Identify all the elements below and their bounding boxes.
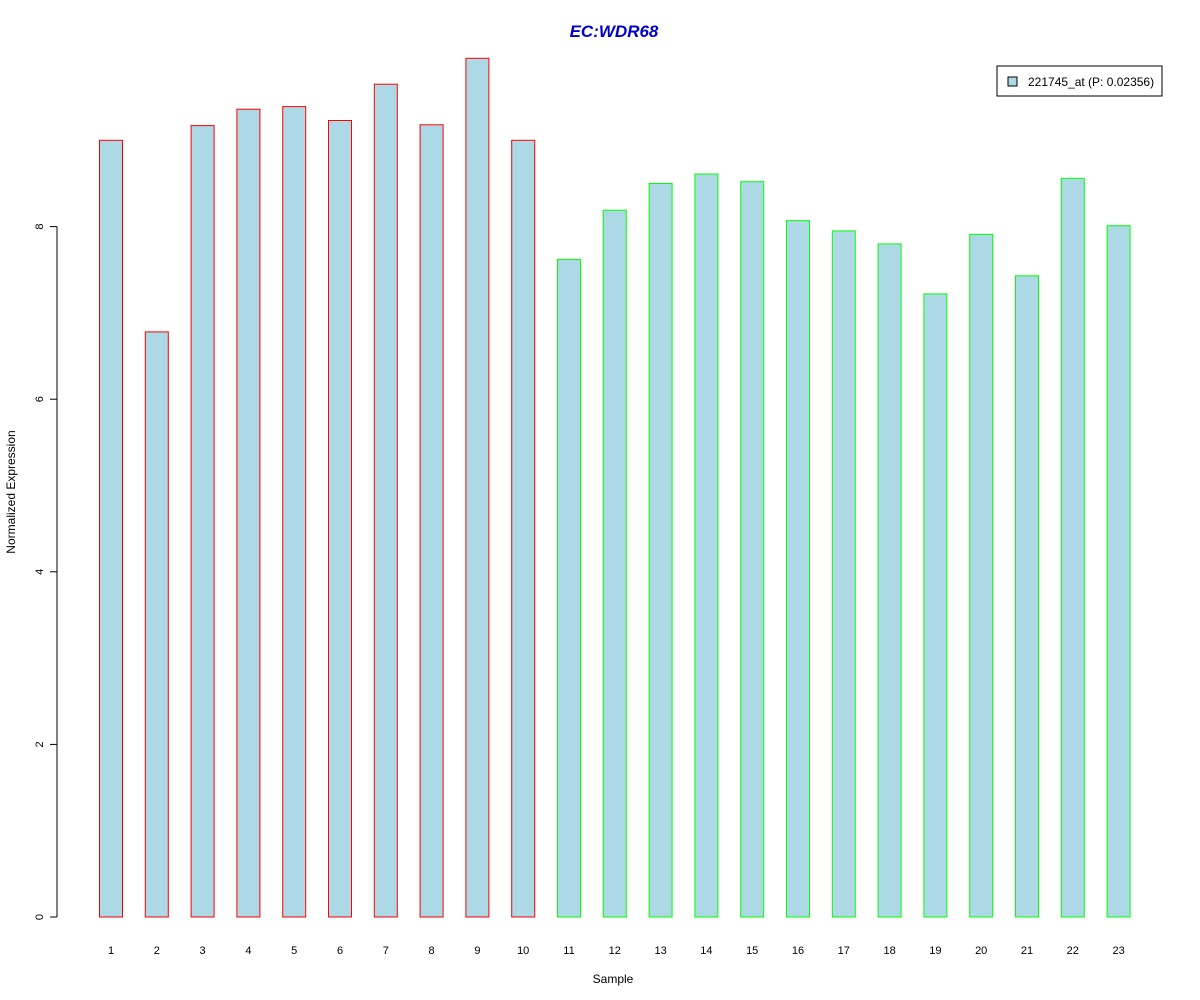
bar-sample-2 xyxy=(144,331,169,918)
x-tick-label: 18 xyxy=(883,945,895,957)
bar-sample-18 xyxy=(877,243,902,918)
y-tick-label: 8 xyxy=(34,224,46,230)
y-axis-label: Normalized Expression xyxy=(4,430,18,553)
bar-sample-9 xyxy=(465,57,490,918)
x-tick-label: 9 xyxy=(474,945,480,957)
x-tick-label: 23 xyxy=(1112,945,1124,957)
x-tick-labels: 1 2 3 4 5 6 7 8 9 10 11 12 13 14 15 16 17 18 19 20 21 22 23 xyxy=(108,945,1125,957)
x-axis-label: Sample xyxy=(593,972,634,986)
bar-sample-4 xyxy=(236,108,261,918)
x-tick-label: 19 xyxy=(929,945,941,957)
x-tick-label: 3 xyxy=(200,945,206,957)
x-tick-label: 8 xyxy=(429,945,435,957)
x-tick-label: 5 xyxy=(291,945,297,957)
bar-sample-10 xyxy=(511,139,536,918)
x-tick-label: 14 xyxy=(700,945,712,957)
x-tick-label: 6 xyxy=(337,945,343,957)
x-tick-label: 2 xyxy=(154,945,160,957)
bar-sample-1 xyxy=(99,139,123,918)
bar-sample-15 xyxy=(740,181,765,918)
y-axis: 0 2 4 6 8 xyxy=(34,224,58,920)
x-tick-label: 13 xyxy=(654,945,666,957)
bar-sample-21 xyxy=(1015,275,1039,918)
x-tick-label: 22 xyxy=(1067,945,1079,957)
x-tick-label: 12 xyxy=(609,945,621,957)
bar-sample-5 xyxy=(282,106,307,918)
bar-sample-8 xyxy=(419,124,444,918)
x-tick-label: 1 xyxy=(108,945,114,957)
legend-swatch xyxy=(1007,76,1018,87)
bars-group xyxy=(99,57,1131,918)
x-tick-label: 20 xyxy=(975,945,987,957)
bar-sample-13 xyxy=(648,183,673,918)
legend: 221745_at (P: 0.02356) xyxy=(996,65,1163,97)
x-tick-label: 10 xyxy=(517,945,529,957)
bar-sample-22 xyxy=(1060,177,1085,918)
legend-box xyxy=(996,65,1163,97)
bar-sample-12 xyxy=(602,209,627,918)
x-tick-label: 15 xyxy=(746,945,758,957)
bar-sample-6 xyxy=(328,120,352,918)
bar-sample-14 xyxy=(694,173,719,918)
y-tick-label: 2 xyxy=(34,741,46,747)
chart-title: EC:WDR68 xyxy=(570,22,659,41)
y-tick-label: 0 xyxy=(34,914,46,920)
bar-sample-3 xyxy=(190,125,215,918)
legend-label: 221745_at (P: 0.02356) xyxy=(1028,75,1154,89)
bar-sample-7 xyxy=(373,83,398,918)
y-tick-label: 4 xyxy=(34,569,46,575)
y-tick-label: 6 xyxy=(34,396,46,402)
bar-sample-23 xyxy=(1106,225,1131,918)
x-tick-label: 17 xyxy=(838,945,850,957)
x-tick-label: 4 xyxy=(245,945,251,957)
bar-sample-17 xyxy=(831,230,856,918)
bar-sample-19 xyxy=(923,293,948,918)
bar-sample-16 xyxy=(786,220,810,918)
bar-sample-20 xyxy=(969,233,994,918)
x-tick-label: 16 xyxy=(792,945,804,957)
x-tick-label: 21 xyxy=(1021,945,1033,957)
x-tick-label: 11 xyxy=(563,945,574,957)
x-tick-label: 7 xyxy=(383,945,389,957)
bar-sample-11 xyxy=(557,258,581,918)
